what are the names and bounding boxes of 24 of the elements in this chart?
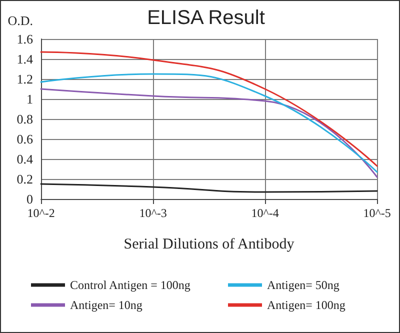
line-series [40,73,378,173]
x-tick-label: 10^-2 [27,206,55,220]
x-tick-label: 10^-4 [251,206,279,220]
y-tick-label: 0.6 [16,132,34,146]
line-series [40,88,378,178]
legend-label: Antigen= 10ng [70,298,142,312]
line-series [40,51,378,167]
x-tick-label: 10^-5 [363,206,391,220]
y-tick-label: 0.8 [16,112,33,126]
legend-label: Control Antigen = 100ng [70,278,190,292]
line-series [40,183,378,193]
y-tick-label: 1.2 [16,72,33,86]
y-tick-label: 1.6 [16,32,34,46]
x-tick-label: 10^-3 [139,206,167,220]
legend-label: Antigen= 50ng [267,278,340,292]
y-tick-label: 0 [26,192,33,206]
chart-title: ELISA Result [147,7,266,29]
y-axis-title: O.D. [8,13,33,28]
y-tick-label: 0.4 [16,152,34,166]
y-tick-label: 1.4 [16,52,34,66]
legend-label: Antigen= 100ng [267,298,346,312]
x-axis-title: Serial Dilutions of Antibody [124,236,295,252]
y-tick-label: 1 [26,92,33,106]
y-tick-label: 0.2 [16,172,33,186]
